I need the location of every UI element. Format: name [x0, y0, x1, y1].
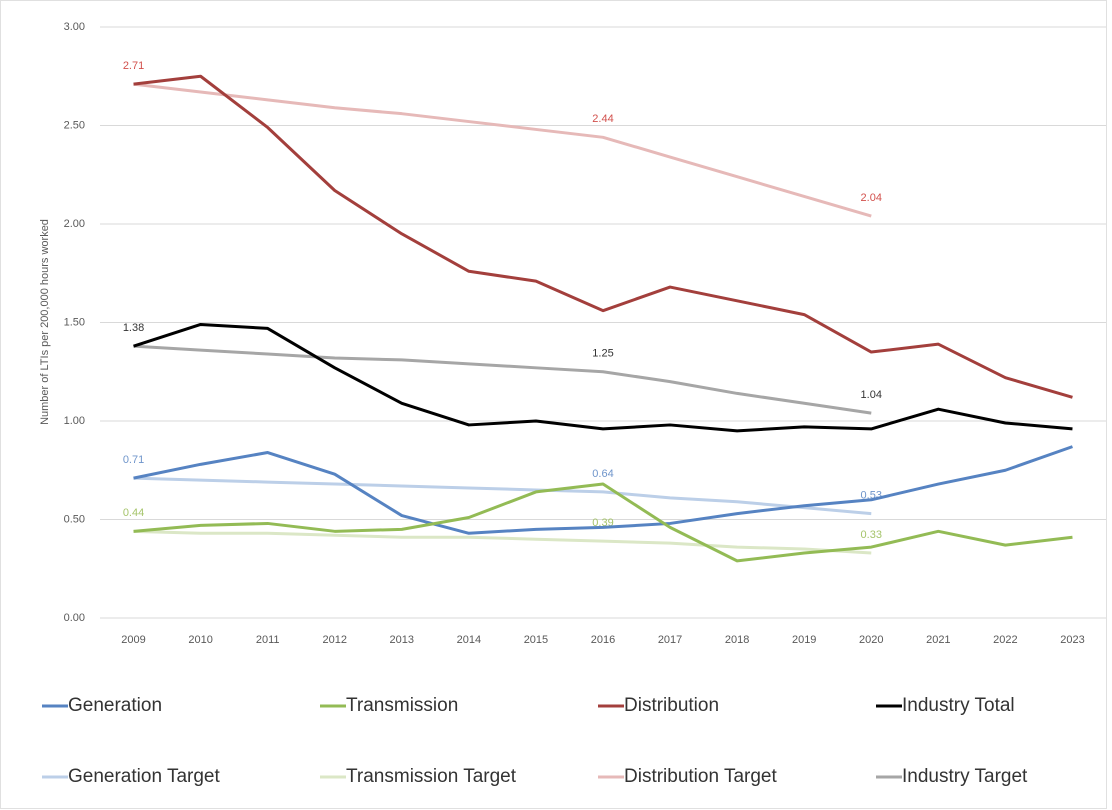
series-line	[133, 476, 872, 516]
series-line	[133, 445, 1073, 535]
x-tick-label: 2010	[188, 634, 212, 646]
data-label: 2.71	[123, 60, 144, 72]
x-tick-label: 2021	[926, 634, 950, 646]
y-tick-label: 0.00	[64, 612, 85, 624]
x-tick-label: 2018	[725, 634, 749, 646]
y-tick-label: 2.00	[64, 218, 85, 230]
series-line	[133, 529, 872, 555]
legend-label: Transmission	[346, 695, 458, 716]
legend-label: Generation Target	[68, 766, 220, 787]
y-tick-label: 1.50	[64, 316, 85, 328]
x-tick-label: 2019	[792, 634, 816, 646]
series-line	[133, 322, 1073, 433]
x-tick-label: 2015	[524, 634, 548, 646]
legend-label: Industry Target	[902, 766, 1028, 787]
legend-label: Distribution Target	[624, 766, 778, 787]
x-tick-label: 2016	[591, 634, 615, 646]
x-tick-label: 2014	[457, 634, 481, 646]
series-line	[133, 344, 872, 415]
y-tick-label: 2.50	[64, 119, 85, 131]
x-tick-label: 2012	[322, 634, 346, 646]
data-label: 1.38	[123, 322, 144, 334]
y-tick-label: 1.00	[64, 415, 85, 427]
series-line	[133, 82, 872, 218]
y-tick-label: 3.00	[64, 21, 85, 33]
legend-label: Transmission Target	[346, 766, 517, 787]
x-tick-label: 2017	[658, 634, 682, 646]
legend-label: Industry Total	[902, 695, 1015, 716]
data-label: 1.25	[592, 348, 613, 360]
y-tick-label: 0.50	[64, 513, 85, 525]
x-tick-label: 2023	[1060, 634, 1084, 646]
x-tick-label: 2020	[859, 634, 883, 646]
x-tick-label: 2011	[256, 634, 280, 646]
x-tick-label: 2013	[390, 634, 414, 646]
y-axis-label: Number of LTIs per 200,000 hours worked	[39, 219, 51, 425]
data-label: 2.44	[592, 113, 613, 125]
data-label: 0.71	[123, 454, 144, 466]
x-tick-label: 2009	[121, 634, 145, 646]
data-label: 2.04	[861, 192, 882, 204]
data-label: 0.64	[592, 468, 613, 480]
data-label: 0.44	[123, 507, 144, 519]
series-line	[133, 482, 1073, 563]
x-tick-label: 2022	[993, 634, 1017, 646]
legend-label: Distribution	[624, 695, 719, 716]
data-label: 0.33	[861, 529, 882, 541]
series-line	[133, 74, 1073, 399]
legend-label: Generation	[68, 695, 162, 716]
data-label: 1.04	[861, 389, 882, 401]
